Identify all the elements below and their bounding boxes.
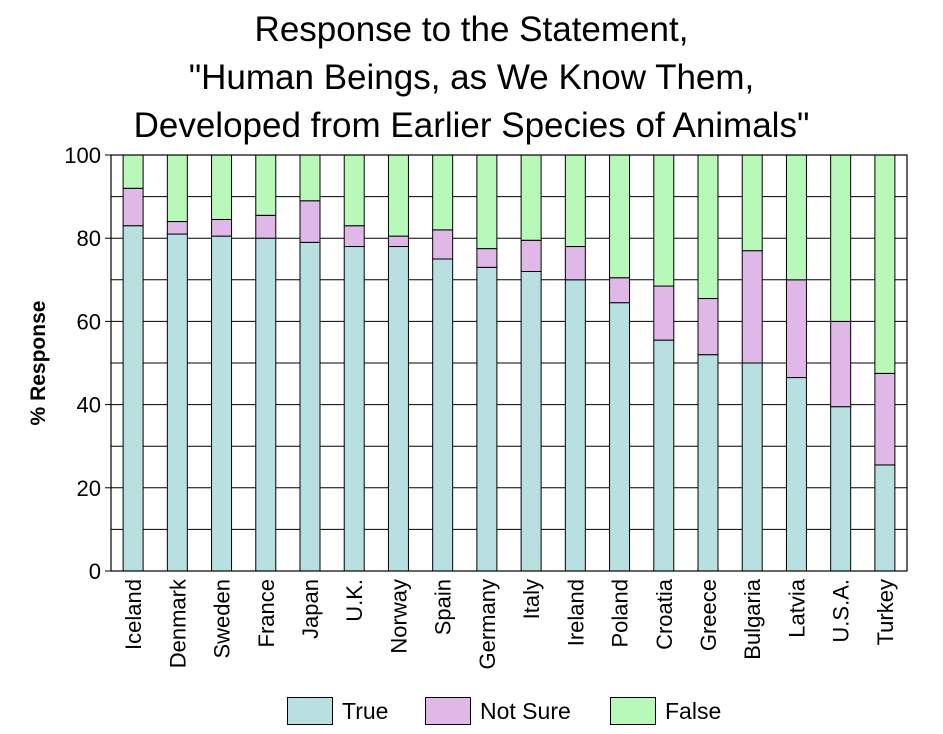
y-tick-label: 0 (89, 559, 101, 584)
chart-plot: 0 20 40 60 80 100 Iceland Denmark Sweden France J… (27, 143, 908, 669)
bar-false-bulgaria (741, 154, 763, 252)
bar-false-uk (343, 154, 365, 227)
bar-not-sure-norway (387, 235, 409, 248)
legend-item-not-sure: Not Sure (425, 694, 571, 728)
bar-not-sure-denmark (166, 221, 188, 235)
bar-false-usa (830, 154, 852, 322)
x-tick-label: U.S.A. (829, 579, 854, 643)
bar-true-italy (520, 270, 542, 572)
grid-lines (111, 196, 907, 530)
x-tick-label: Croatia (652, 578, 677, 650)
x-tick-label: Bulgaria (740, 578, 765, 659)
bar-true-japan (299, 241, 321, 572)
bar-false-france (255, 154, 277, 216)
x-tick-label: U.K. (342, 579, 367, 622)
legend-swatch-false (610, 697, 656, 725)
bar-false-poland (609, 154, 631, 279)
bar-false-spain (432, 154, 454, 231)
y-tick-label: 20 (77, 476, 101, 501)
x-tick-label: Iceland (121, 579, 146, 650)
x-tick-label: Greece (696, 579, 721, 651)
bar-true-france (255, 237, 277, 572)
bar-not-sure-uk (343, 225, 365, 248)
bar-not-sure-croatia (653, 285, 675, 341)
bar-false-denmark (166, 154, 188, 223)
legend-label-false: False (665, 697, 722, 724)
bar-not-sure-japan (299, 200, 321, 243)
chart-title-line-3: Developed from Earlier Species of Animal… (133, 106, 810, 145)
bar-not-sure-france (255, 214, 277, 239)
y-tick-label: 40 (77, 393, 101, 418)
bar-false-italy (520, 154, 542, 241)
bar-not-sure-latvia (785, 279, 807, 379)
bar-not-sure-usa (830, 320, 852, 408)
bar-false-croatia (653, 154, 675, 287)
legend-label-true: True (342, 697, 389, 724)
bar-true-turkey (874, 464, 896, 572)
bar-not-sure-greece (697, 298, 719, 356)
bar-true-germany (476, 266, 498, 572)
y-tick-labels: 0 20 40 60 80 100 (64, 143, 111, 584)
bar-true-poland (609, 302, 631, 572)
y-tick-label: 80 (77, 226, 101, 251)
legend-label-not-sure: Not Sure (480, 697, 571, 724)
bar-true-bulgaria (741, 362, 763, 572)
bar-true-iceland (122, 225, 144, 572)
bar-true-latvia (785, 377, 807, 572)
bar-false-greece (697, 154, 719, 300)
legend-item-false: False (610, 694, 721, 728)
bar-true-norway (387, 246, 409, 572)
chart-title-line-1: Response to the Statement, (254, 10, 689, 49)
legend: True Not Sure False (0, 694, 943, 728)
bar-not-sure-bulgaria (741, 250, 763, 364)
bar-not-sure-germany (476, 248, 498, 268)
bar-false-turkey (874, 154, 896, 374)
bar-false-iceland (122, 154, 144, 189)
bar-false-sweden (211, 154, 233, 220)
bar-true-denmark (166, 233, 188, 572)
bar-true-spain (432, 258, 454, 572)
x-tick-label: Spain (431, 579, 456, 635)
bar-not-sure-turkey (874, 372, 896, 466)
y-axis-label: % Response (27, 301, 50, 426)
chart-title-line-2: "Human Beings, as We Know Them, (188, 58, 755, 97)
bar-true-greece (697, 354, 719, 572)
bar-true-ireland (564, 279, 586, 572)
x-tick-label: Germany (475, 579, 500, 669)
plot-frame (110, 154, 908, 572)
x-tick-label: Norway (386, 579, 411, 654)
bar-not-sure-poland (609, 277, 631, 304)
bar-true-uk (343, 246, 365, 572)
bar-not-sure-italy (520, 239, 542, 272)
bar-not-sure-spain (432, 229, 454, 260)
y-tick-label: 60 (77, 309, 101, 334)
bar-not-sure-ireland (564, 246, 586, 281)
chart-title: Response to the Statement, "Human Beings… (0, 6, 943, 150)
y-tick-label: 100 (64, 143, 101, 168)
bars (122, 154, 896, 572)
legend-item-true: True (287, 694, 388, 728)
bar-not-sure-sweden (211, 218, 233, 237)
x-tick-label: France (254, 579, 279, 647)
bar-false-japan (299, 154, 321, 202)
legend-swatch-not-sure (425, 697, 471, 725)
bar-false-latvia (785, 154, 807, 281)
x-tick-label: Latvia (784, 578, 809, 637)
x-tick-labels: Iceland Denmark Sweden France Japan U.K. Norwa… (121, 578, 898, 669)
x-tick-label: Denmark (165, 578, 190, 668)
bar-false-ireland (564, 154, 586, 248)
legend-swatch-true (287, 697, 333, 725)
x-tick-label: Turkey (873, 579, 898, 645)
bar-true-usa (830, 406, 852, 572)
bar-not-sure-iceland (122, 187, 144, 227)
bar-false-norway (387, 154, 409, 237)
x-tick-label: Ireland (563, 579, 588, 646)
bar-true-sweden (211, 235, 233, 572)
bar-false-germany (476, 154, 498, 250)
x-tick-label: Italy (519, 579, 544, 619)
x-tick-label: Japan (298, 579, 323, 639)
x-tick-label: Poland (608, 579, 633, 648)
bar-true-croatia (653, 339, 675, 572)
x-tick-label: Sweden (210, 579, 235, 659)
